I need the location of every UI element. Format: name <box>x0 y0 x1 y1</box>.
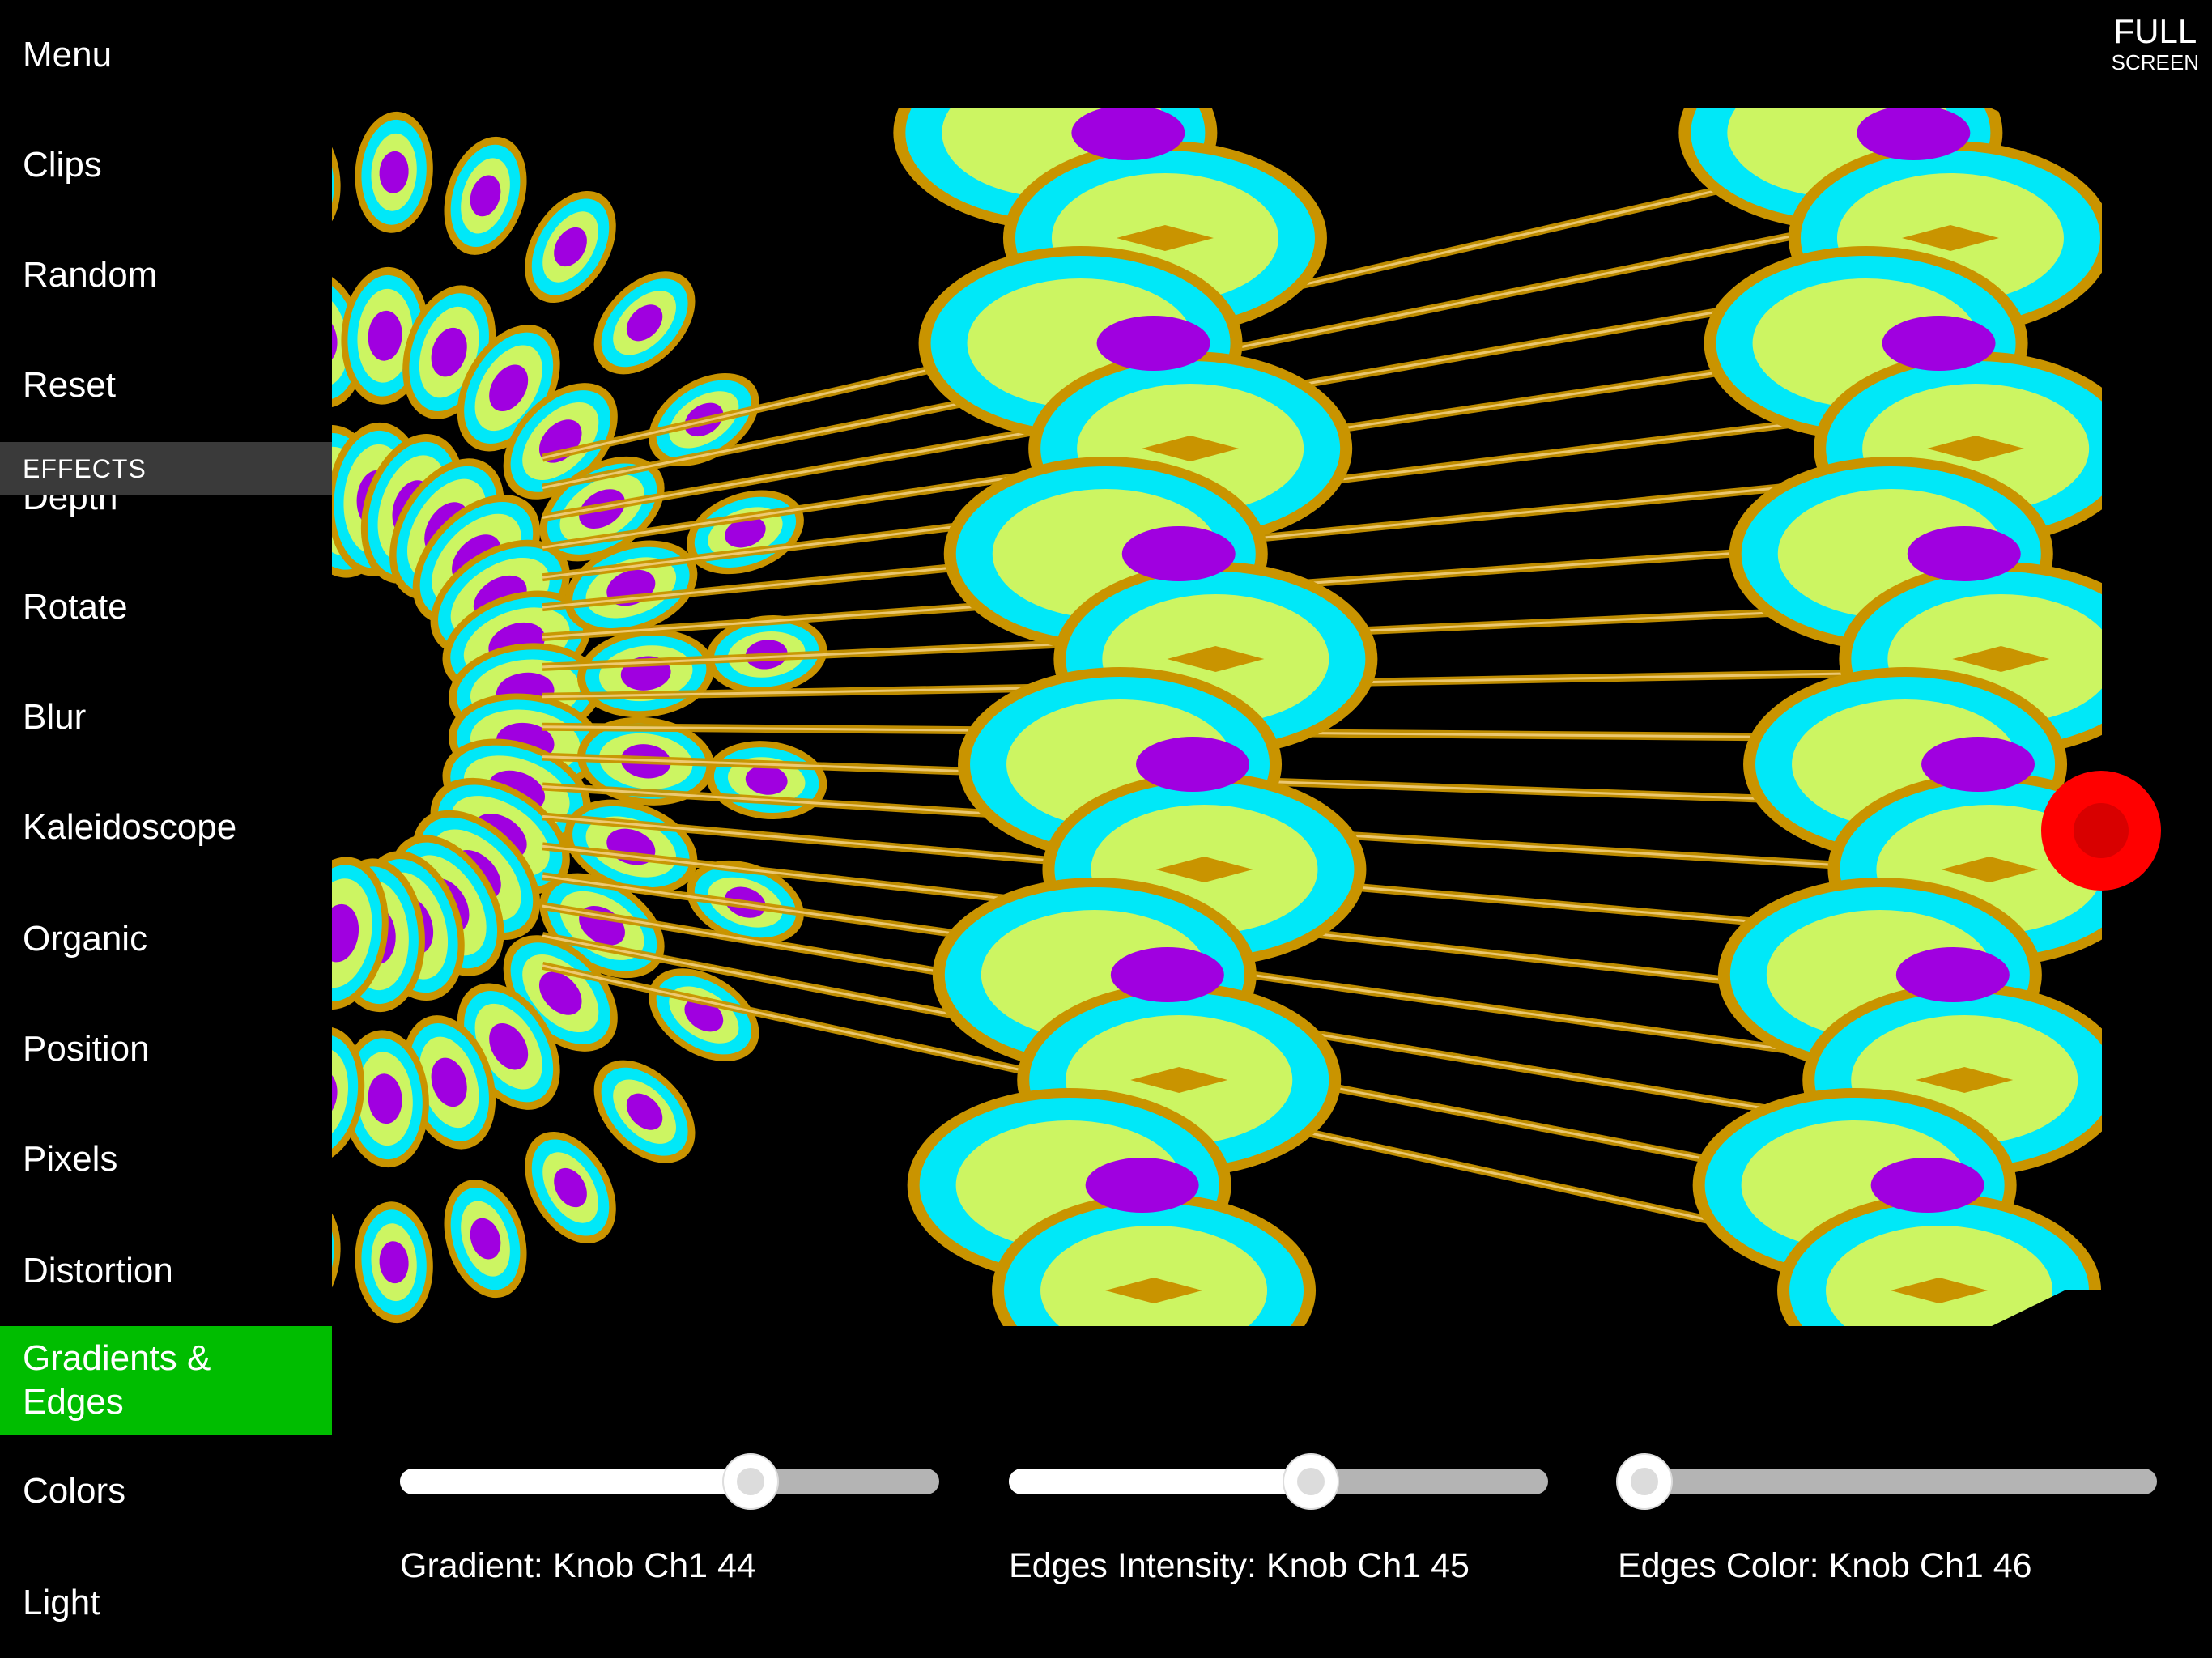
slider-thumb[interactable] <box>1283 1455 1338 1508</box>
sidebar-item-colors[interactable]: Colors <box>0 1436 332 1546</box>
depth-label: Depth <box>23 495 118 517</box>
sidebar-item-depth[interactable]: Depth <box>23 495 266 520</box>
kaleidoscope-visual <box>332 108 2102 1326</box>
clips-label: Clips <box>23 145 102 185</box>
sidebar-item-label: Distortion <box>23 1251 173 1290</box>
edges-intensity-slider[interactable] <box>1009 1441 1548 1522</box>
sidebar-item-label: Gradients & Edges <box>23 1338 211 1422</box>
sidebar-item-blur[interactable]: Blur <box>0 662 332 772</box>
section-header-label: EFFECTS <box>23 453 147 483</box>
edges-intensity-slider-label: Edges Intensity: Knob Ch1 45 <box>1009 1546 1470 1585</box>
sidebar-item-label: Colors <box>23 1471 126 1511</box>
reset-button[interactable]: Reset <box>0 330 332 440</box>
sidebar-item-label: Position <box>23 1029 150 1069</box>
slider-fill <box>400 1469 751 1494</box>
gradient-slider-label: Gradient: Knob Ch1 44 <box>400 1546 756 1585</box>
sidebar-item-label: Light <box>23 1583 100 1622</box>
sidebar-item-label: Rotate <box>23 587 128 627</box>
fullscreen-button[interactable]: FULL SCREEN <box>2111 12 2199 74</box>
slider-track[interactable] <box>1618 1469 2157 1494</box>
sidebar-item-label: Kaleidoscope <box>23 807 237 847</box>
menu-label: Menu <box>23 35 113 74</box>
slider-thumb[interactable] <box>723 1455 777 1508</box>
record-button[interactable] <box>2041 771 2161 891</box>
edges-color-slider[interactable] <box>1618 1441 2157 1522</box>
fullscreen-label-line1: FULL <box>2113 12 2197 50</box>
sidebar-item-label: Pixels <box>23 1139 118 1179</box>
slider-fill <box>1009 1469 1311 1494</box>
sidebar-item-label: Blur <box>23 697 87 737</box>
slider-track[interactable] <box>400 1469 939 1494</box>
fullscreen-label-line2: SCREEN <box>2111 50 2199 74</box>
menu-button[interactable]: Menu <box>0 0 332 110</box>
slider-thumb[interactable] <box>1618 1455 1672 1508</box>
sidebar-item-label: Organic <box>23 919 148 959</box>
random-label: Random <box>23 255 158 295</box>
sidebar-item-distortion[interactable]: Distortion <box>0 1216 332 1326</box>
sidebar-item-light[interactable]: Light <box>0 1548 332 1658</box>
sidebar-item-pixels[interactable]: Pixels <box>0 1104 332 1214</box>
random-button[interactable]: Random <box>0 220 332 330</box>
slider-panel: Gradient: Knob Ch1 44 Edges Intensity: K… <box>0 1441 2212 1652</box>
sidebar: Menu Clips Random Reset Depth EFFECTS Ro… <box>0 0 332 1658</box>
clips-button[interactable]: Clips <box>0 110 332 220</box>
edges-color-slider-label: Edges Color: Knob Ch1 46 <box>1618 1546 2032 1585</box>
sidebar-item-position[interactable]: Position <box>0 994 332 1104</box>
slider-track[interactable] <box>1009 1469 1548 1494</box>
sidebar-item-organic[interactable]: Organic <box>0 884 332 994</box>
reset-label: Reset <box>23 365 116 405</box>
sidebar-item-rotate[interactable]: Rotate <box>0 552 332 662</box>
effects-section-header: EFFECTS <box>0 442 332 495</box>
gradient-slider[interactable] <box>400 1441 939 1522</box>
sidebar-item-gradients-edges[interactable]: Gradients & Edges <box>0 1326 332 1435</box>
visual-output-viewport <box>332 108 2102 1326</box>
sidebar-item-kaleidoscope[interactable]: Kaleidoscope <box>0 772 332 882</box>
